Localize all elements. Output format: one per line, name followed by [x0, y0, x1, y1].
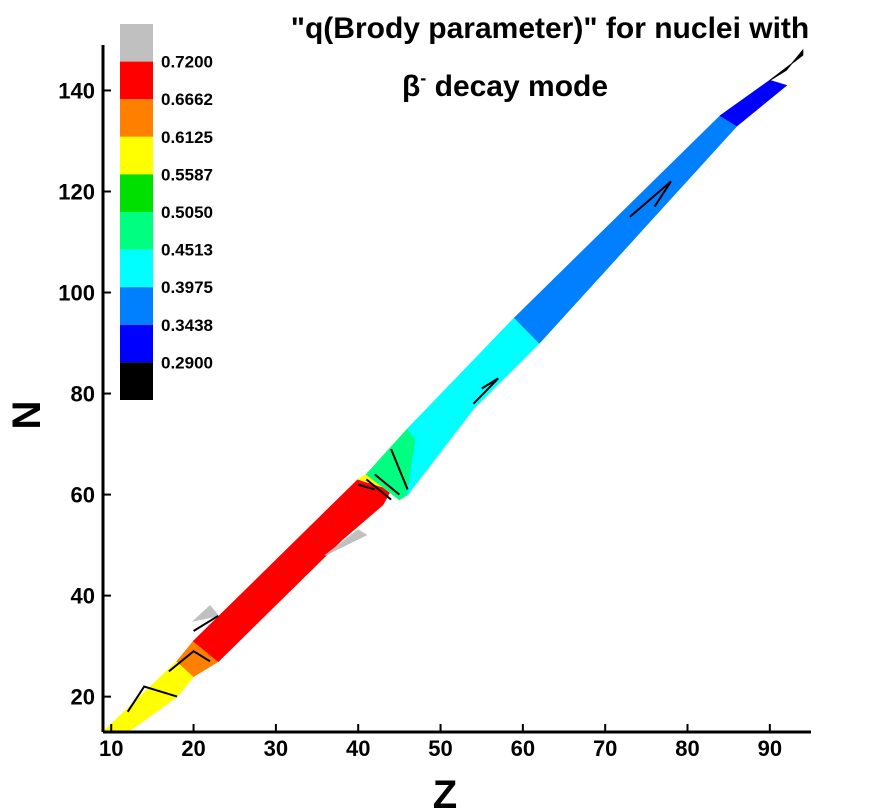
contour-band-5: [406, 317, 541, 497]
legend-swatch: [120, 287, 153, 325]
legend-swatch: [120, 324, 153, 363]
x-tick-layer: 10 20 30 40 50 60 70 80 90: [99, 724, 782, 761]
legend-swatch: [120, 212, 153, 250]
x-tick-label: 20: [181, 736, 205, 761]
contour-line-2: [193, 614, 219, 632]
legend-label: 0.3975: [161, 278, 213, 297]
contour-line-1: [168, 649, 211, 673]
legend-swatch: [120, 136, 153, 175]
legend-label: 0.3438: [161, 316, 213, 335]
legend-swatch: [120, 24, 153, 62]
contour-line-6: [390, 448, 409, 490]
title-rest: decay mode: [426, 70, 608, 103]
y-tick-label: 80: [71, 382, 95, 407]
x-axis-label: Z: [433, 773, 457, 812]
y-tick-label: 60: [71, 483, 95, 508]
contour-fill-layer: [101, 48, 804, 733]
legend-swatch-bottom: [120, 362, 153, 400]
y-tick-layer: 20 40 60 80 100 120 140: [58, 78, 111, 710]
contour-band-6: [513, 115, 738, 344]
x-tick-label: 10: [99, 736, 123, 761]
legend-label: 0.4513: [161, 241, 213, 260]
contour-band-7: [719, 79, 788, 127]
y-tick-label: 140: [58, 78, 95, 103]
y-tick-label: 120: [58, 179, 95, 204]
x-tick-label: 70: [593, 736, 617, 761]
contour-band-8: [769, 48, 804, 81]
contour-line-3: [357, 483, 375, 491]
contour-line-8: [629, 180, 672, 218]
legend-swatch: [120, 99, 153, 137]
legend-swatch: [120, 174, 153, 212]
x-tick-label: 40: [346, 736, 370, 761]
contour-line-7: [472, 377, 499, 405]
chart-title-line2: β- decay mode: [402, 68, 608, 103]
x-tick-label: 60: [511, 736, 535, 761]
legend-swatch: [120, 61, 153, 100]
contour-band-9: [191, 604, 220, 622]
color-legend: 0.7200 0.6662 0.6125 0.5587 0.5050 0.4513 0.39…: [120, 24, 213, 400]
contour-band-10: [324, 529, 368, 556]
legend-label: 0.5587: [161, 165, 213, 184]
contour-line-4: [365, 478, 392, 501]
contour-band-0: [101, 660, 195, 733]
y-tick-label: 20: [71, 685, 95, 710]
contour-line-5: [374, 473, 401, 496]
legend-label: 0.7200: [161, 53, 213, 72]
legend-swatch: [120, 249, 153, 288]
y-tick-label: 100: [58, 281, 95, 306]
contour-line-layer: [126, 180, 672, 713]
x-tick-label: 50: [428, 736, 452, 761]
x-tick-label: 90: [758, 736, 782, 761]
title-superscript: -: [420, 68, 426, 88]
contour-band-2: [192, 478, 392, 662]
legend-label: 0.6125: [161, 128, 213, 147]
legend-label: 0.6662: [161, 90, 213, 109]
legend-label: 0.5050: [161, 203, 213, 222]
x-tick-label: 30: [264, 736, 288, 761]
contour-line-0: [126, 685, 178, 713]
y-tick-label: 40: [71, 584, 95, 609]
chart-title-line1: "q(Brody parameter)" for nuclei with: [291, 12, 810, 45]
y-axis-label: N: [5, 401, 49, 430]
legend-label: 0.2900: [161, 353, 213, 372]
title-beta-symbol: β: [402, 70, 420, 103]
x-tick-label: 80: [675, 736, 699, 761]
